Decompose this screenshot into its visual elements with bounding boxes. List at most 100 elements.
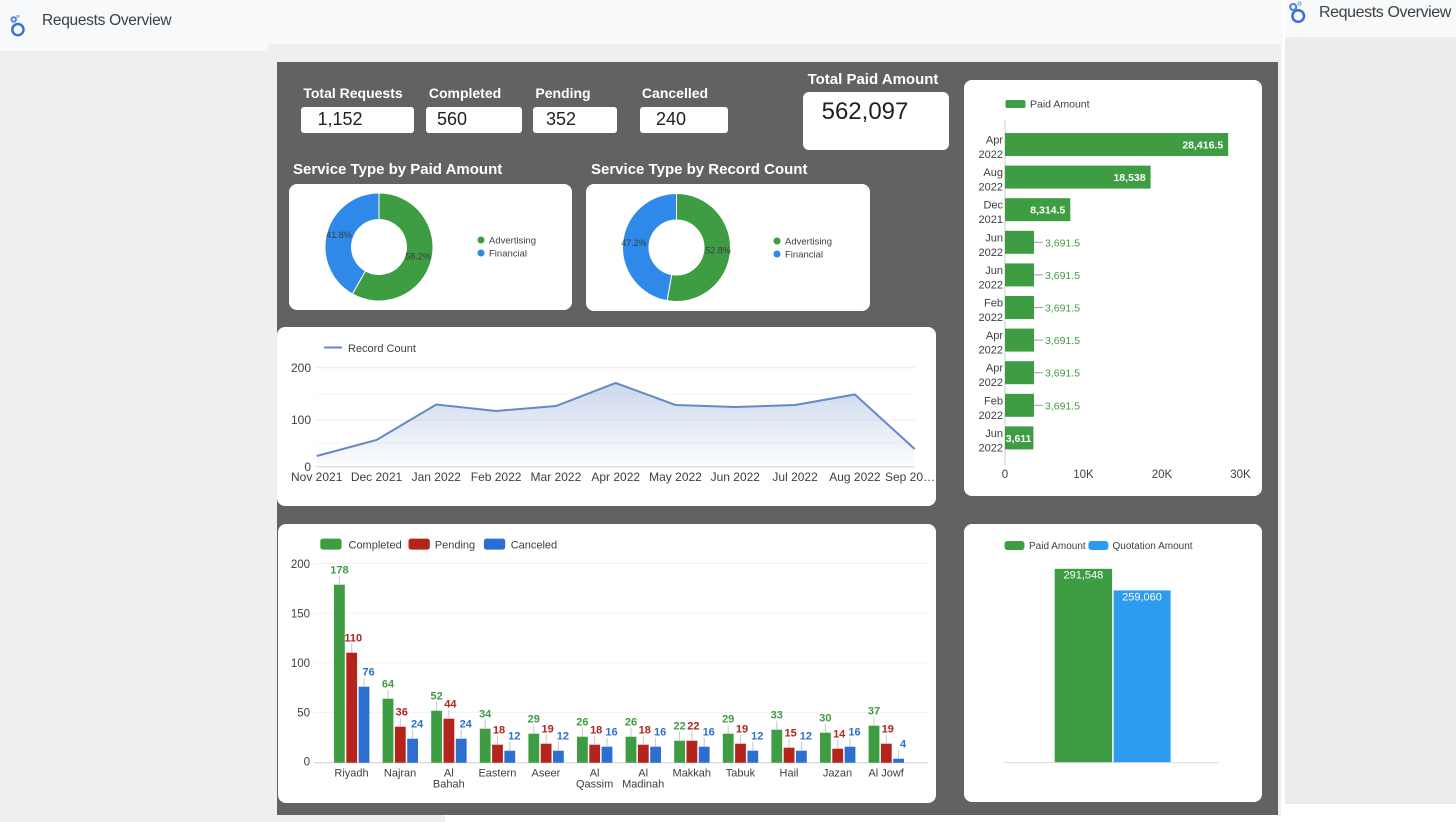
- svg-text:Dec: Dec: [983, 200, 1003, 212]
- svg-text:Apr: Apr: [986, 330, 1003, 342]
- svg-text:Completed: Completed: [349, 540, 402, 552]
- svg-text:10K: 10K: [1073, 469, 1094, 481]
- svg-text:100: 100: [291, 413, 311, 427]
- svg-text:24: 24: [460, 719, 473, 731]
- svg-text:12: 12: [800, 731, 812, 743]
- svg-text:18,538: 18,538: [1113, 172, 1145, 184]
- svg-text:52.8%: 52.8%: [705, 246, 731, 256]
- svg-text:30K: 30K: [1230, 469, 1251, 481]
- svg-text:22: 22: [673, 721, 685, 733]
- svg-text:259,060: 259,060: [1122, 592, 1162, 604]
- svg-text:Eastern: Eastern: [478, 767, 516, 779]
- svg-text:Najran: Najran: [384, 767, 416, 779]
- svg-text:41.8%: 41.8%: [326, 230, 352, 240]
- svg-text:Paid Amount: Paid Amount: [1030, 99, 1090, 111]
- svg-text:Record Count: Record Count: [348, 343, 416, 355]
- svg-text:2022: 2022: [979, 279, 1003, 291]
- svg-text:Aseer: Aseer: [532, 767, 561, 779]
- svg-text:16: 16: [848, 727, 860, 739]
- svg-text:Hail: Hail: [780, 767, 799, 779]
- svg-text:Apr: Apr: [986, 135, 1003, 147]
- svg-text:Bahah: Bahah: [433, 779, 465, 791]
- svg-text:28,416.5: 28,416.5: [1182, 140, 1223, 152]
- svg-text:Nov 2021: Nov 2021: [291, 470, 343, 484]
- svg-text:Al: Al: [444, 767, 454, 779]
- svg-text:2022: 2022: [979, 410, 1003, 422]
- svg-text:2022: 2022: [979, 442, 1003, 454]
- svg-text:2022: 2022: [979, 312, 1003, 324]
- svg-text:Apr 2022: Apr 2022: [591, 470, 640, 484]
- svg-text:18: 18: [639, 725, 651, 737]
- svg-text:Makkah: Makkah: [673, 767, 712, 779]
- svg-text:2022: 2022: [979, 182, 1003, 194]
- svg-text:29: 29: [722, 714, 734, 726]
- svg-text:Feb: Feb: [984, 395, 1003, 407]
- svg-text:3,611: 3,611: [1006, 433, 1032, 445]
- svg-text:16: 16: [605, 727, 617, 739]
- svg-text:44: 44: [444, 699, 457, 711]
- svg-text:Advertising: Advertising: [489, 236, 536, 247]
- svg-text:Aug 2022: Aug 2022: [829, 470, 881, 484]
- svg-text:19: 19: [882, 724, 894, 736]
- svg-text:12: 12: [557, 731, 569, 743]
- svg-text:Jun 2022: Jun 2022: [711, 470, 761, 484]
- svg-text:Quotation Amount: Quotation Amount: [1113, 541, 1193, 552]
- svg-text:Mar 2022: Mar 2022: [531, 470, 582, 484]
- svg-text:15: 15: [784, 728, 796, 740]
- svg-text:Jun: Jun: [985, 232, 1003, 244]
- svg-text:110: 110: [344, 633, 362, 645]
- svg-text:12: 12: [508, 731, 520, 743]
- svg-text:16: 16: [703, 727, 715, 739]
- svg-text:18: 18: [590, 725, 602, 737]
- svg-text:3,691.5: 3,691.5: [1045, 400, 1080, 412]
- svg-text:200: 200: [291, 361, 311, 375]
- svg-text:52: 52: [430, 691, 442, 703]
- svg-text:50: 50: [297, 708, 310, 720]
- svg-text:2022: 2022: [979, 149, 1003, 161]
- svg-text:2022: 2022: [979, 377, 1003, 389]
- svg-text:Feb: Feb: [984, 298, 1003, 310]
- svg-text:26: 26: [625, 717, 637, 729]
- svg-text:Al Jowf: Al Jowf: [868, 767, 904, 779]
- svg-text:76: 76: [362, 667, 374, 679]
- svg-text:3,691.5: 3,691.5: [1045, 303, 1080, 315]
- svg-text:3,691.5: 3,691.5: [1045, 237, 1080, 249]
- svg-text:26: 26: [576, 717, 588, 729]
- svg-text:14: 14: [833, 729, 846, 741]
- svg-text:0: 0: [304, 460, 311, 474]
- svg-text:Financial: Financial: [489, 249, 527, 260]
- svg-text:Sep 20…: Sep 20…: [885, 470, 935, 484]
- svg-text:3,691.5: 3,691.5: [1045, 270, 1080, 282]
- svg-text:Advertising: Advertising: [785, 237, 832, 248]
- svg-text:Al: Al: [638, 767, 648, 779]
- svg-text:2021: 2021: [979, 214, 1003, 226]
- svg-text:178: 178: [330, 565, 348, 577]
- svg-text:34: 34: [479, 709, 492, 721]
- svg-text:3,691.5: 3,691.5: [1045, 335, 1080, 347]
- svg-text:12: 12: [751, 731, 763, 743]
- svg-text:47.2%: 47.2%: [621, 238, 647, 248]
- svg-text:20K: 20K: [1152, 469, 1173, 481]
- svg-text:37: 37: [868, 706, 880, 718]
- svg-text:2022: 2022: [979, 345, 1003, 357]
- svg-text:29: 29: [528, 714, 540, 726]
- svg-text:Financial: Financial: [785, 250, 823, 261]
- svg-text:58.2%: 58.2%: [405, 252, 431, 262]
- svg-text:Feb 2022: Feb 2022: [471, 470, 522, 484]
- svg-text:24: 24: [411, 719, 424, 731]
- svg-text:100: 100: [291, 658, 310, 670]
- svg-text:4: 4: [900, 739, 907, 751]
- svg-text:May 2022: May 2022: [649, 470, 702, 484]
- svg-text:291,548: 291,548: [1064, 570, 1104, 582]
- svg-text:Apr: Apr: [986, 363, 1003, 375]
- svg-text:18: 18: [493, 725, 505, 737]
- svg-text:Pending: Pending: [435, 540, 475, 552]
- svg-text:150: 150: [291, 608, 310, 620]
- svg-text:Riyadh: Riyadh: [334, 767, 368, 779]
- svg-text:Tabuk: Tabuk: [726, 767, 756, 779]
- svg-text:8,314.5: 8,314.5: [1030, 205, 1065, 217]
- svg-text:Al: Al: [590, 767, 600, 779]
- svg-text:64: 64: [382, 679, 395, 691]
- svg-text:Canceled: Canceled: [511, 540, 557, 552]
- svg-text:19: 19: [736, 724, 748, 736]
